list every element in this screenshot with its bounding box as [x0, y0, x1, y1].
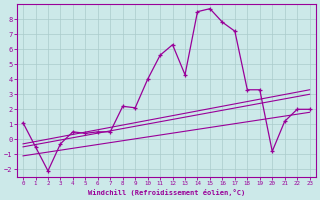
- X-axis label: Windchill (Refroidissement éolien,°C): Windchill (Refroidissement éolien,°C): [88, 189, 245, 196]
